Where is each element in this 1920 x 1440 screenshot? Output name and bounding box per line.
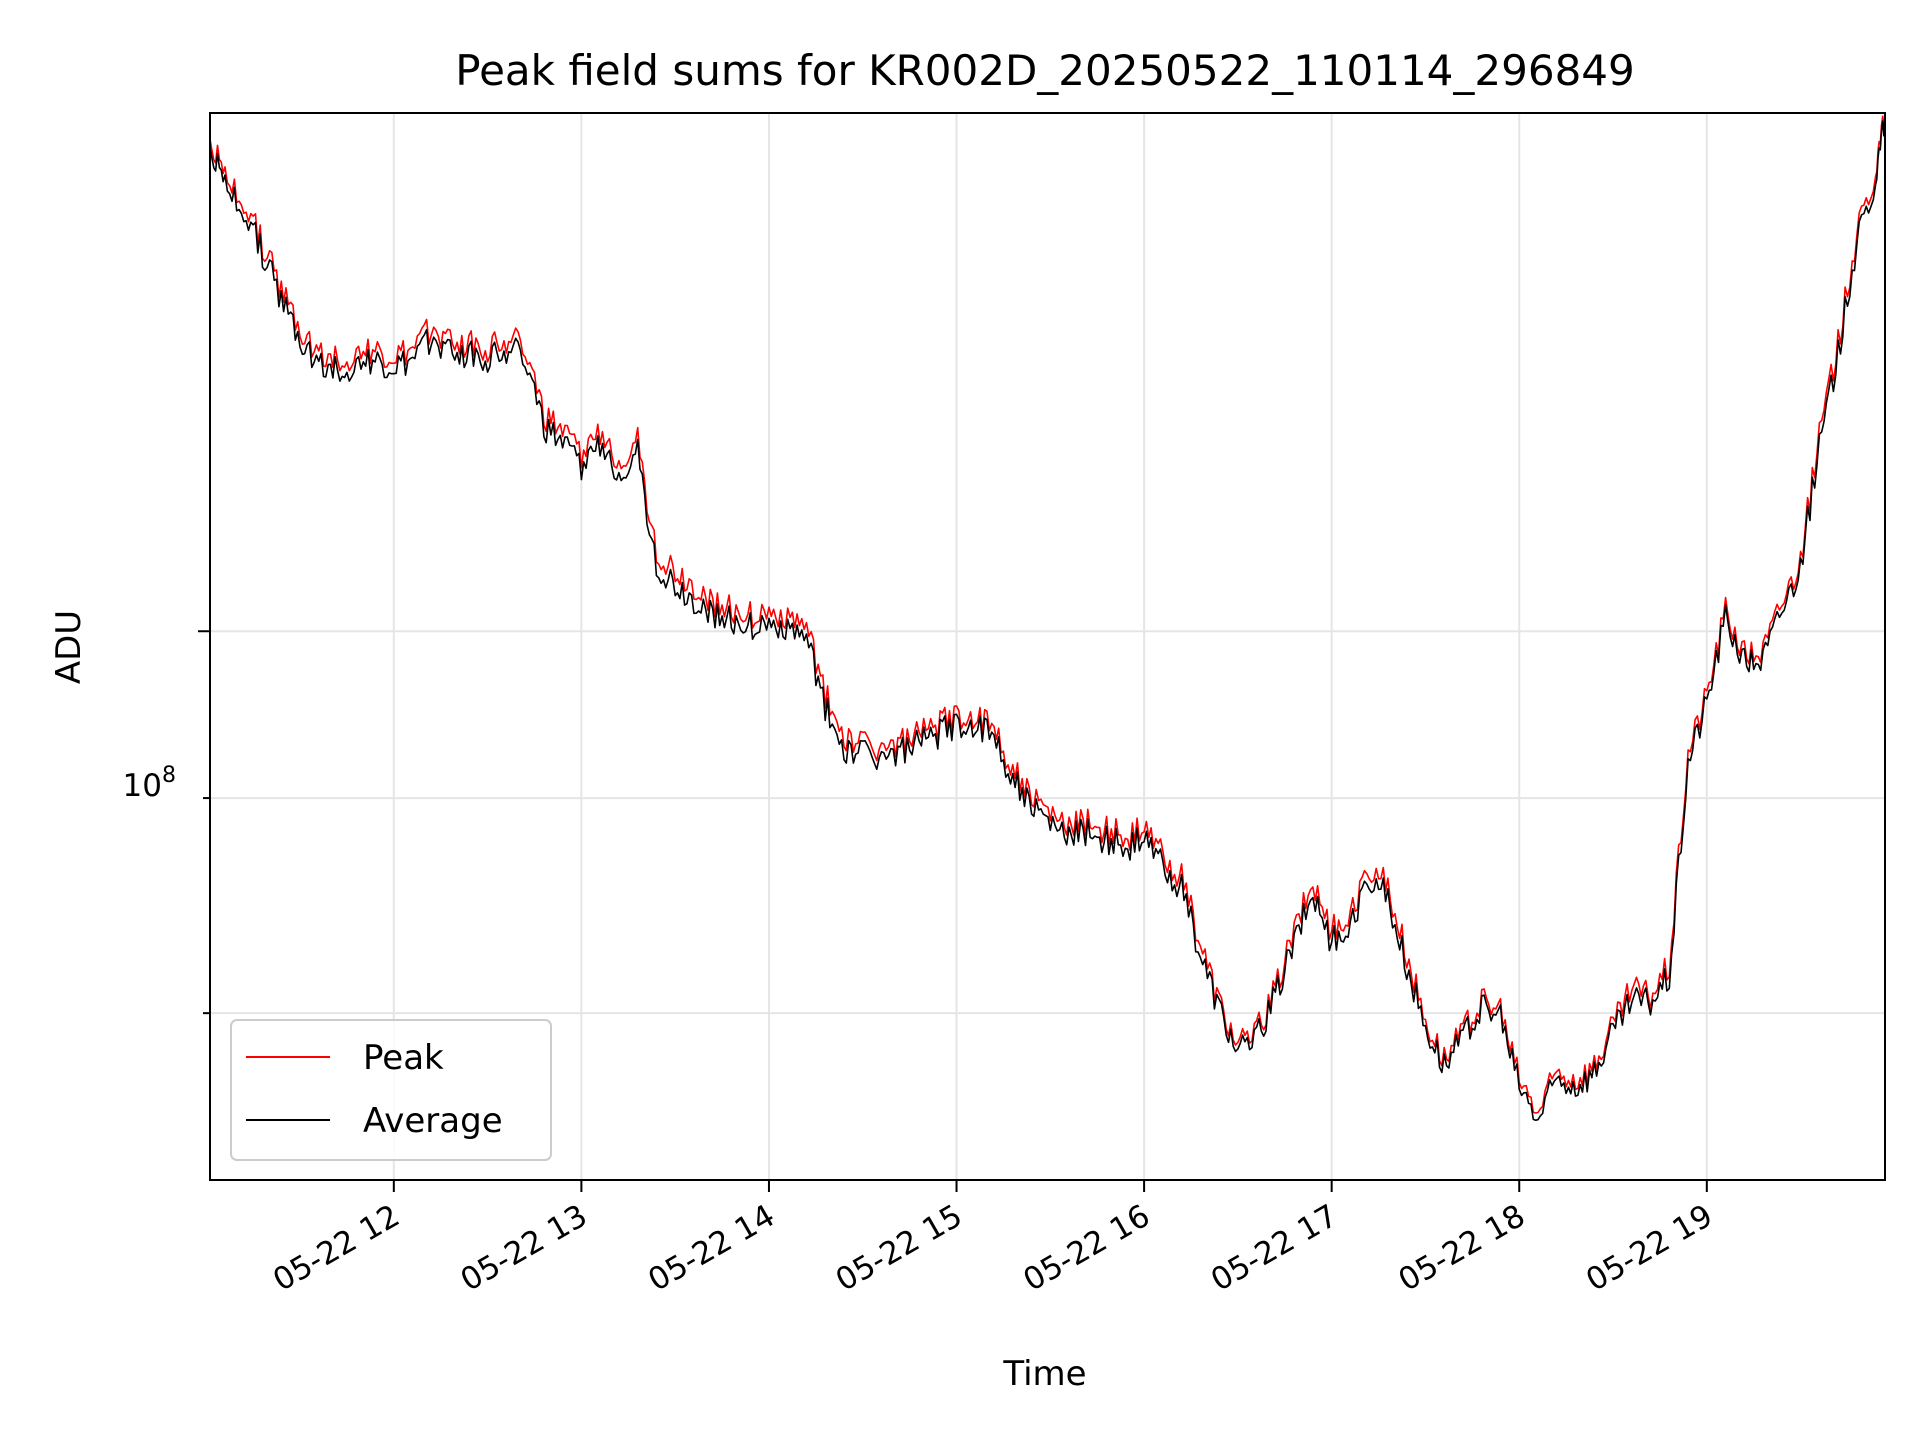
y-axis-label: ADU — [49, 610, 89, 684]
legend-box — [230, 1019, 552, 1161]
x-axis-label: Time — [1002, 1354, 1086, 1394]
series-line-average — [209, 116, 1886, 1121]
grid-lines — [210, 113, 1885, 1180]
chart-title: Peak field sums for KR002D_20250522_1101… — [455, 46, 1634, 95]
series-lines — [209, 112, 1886, 1121]
legend-average-label: Average — [363, 1101, 503, 1141]
legend-peak-label: Peak — [363, 1038, 444, 1078]
series-line-peak — [209, 112, 1886, 1114]
plot-frame — [209, 112, 1886, 1181]
legend: Peak Average — [230, 1019, 552, 1161]
